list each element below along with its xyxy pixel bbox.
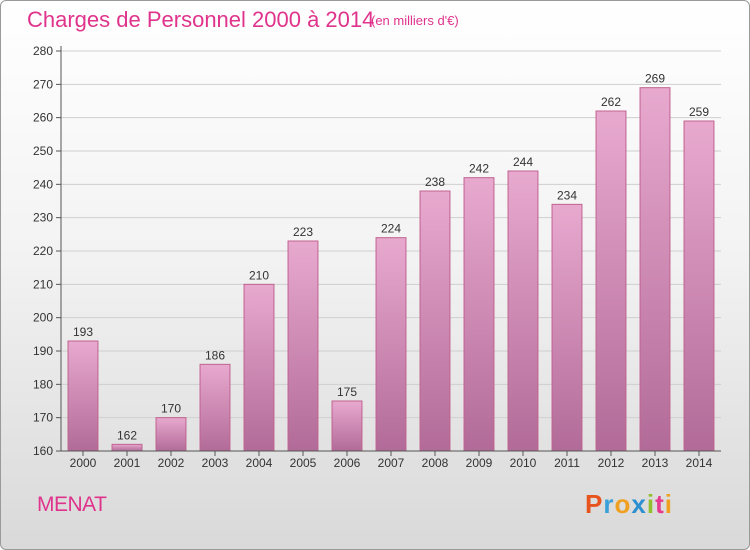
axes: 160 170 180 190 200 210 220 230 240 250 260 270 280 bbox=[33, 44, 721, 458]
x-tick-label: 2013 bbox=[642, 456, 669, 470]
bar-2002 bbox=[155, 417, 187, 452]
commune-name: MENAT bbox=[37, 493, 107, 516]
x-tick-label: 2011 bbox=[554, 456, 580, 470]
x-tick-label: 2004 bbox=[246, 456, 273, 470]
bar-2004 bbox=[243, 283, 275, 452]
x-tick-label: 2003 bbox=[202, 456, 229, 470]
bar-2008 bbox=[419, 190, 451, 452]
value-label: 162 bbox=[117, 428, 137, 442]
x-tick-label: 2005 bbox=[290, 456, 317, 470]
value-label: 269 bbox=[645, 72, 665, 86]
value-label: 238 bbox=[425, 175, 445, 189]
y-tick-label: 220 bbox=[33, 244, 53, 258]
y-tick-label: 250 bbox=[33, 144, 53, 158]
value-label: 244 bbox=[513, 155, 533, 169]
x-tick-label: 2012 bbox=[598, 456, 625, 470]
y-tick-label: 210 bbox=[33, 277, 53, 291]
logo-letter: o bbox=[614, 489, 632, 519]
y-tick-label: 200 bbox=[33, 311, 53, 325]
bars bbox=[67, 87, 715, 452]
y-tick-label: 280 bbox=[33, 44, 53, 58]
bar-2000 bbox=[67, 340, 99, 452]
logo-letter: t bbox=[655, 489, 665, 519]
logo-letter: i bbox=[664, 489, 673, 519]
bar-2010 bbox=[507, 170, 539, 452]
y-tick-label: 160 bbox=[33, 444, 53, 458]
logo-letter: i bbox=[646, 489, 656, 519]
bar-2006 bbox=[331, 400, 363, 452]
value-label: 193 bbox=[73, 325, 93, 339]
logo-letter: r bbox=[603, 489, 615, 519]
y-tick-label: 240 bbox=[33, 177, 53, 191]
value-label: 259 bbox=[689, 105, 709, 119]
bar-2011 bbox=[551, 203, 583, 452]
proxiti-logo[interactable]: Proxiti bbox=[585, 489, 673, 520]
value-label: 224 bbox=[381, 222, 401, 236]
bar-2014 bbox=[683, 120, 715, 452]
value-label: 175 bbox=[337, 385, 357, 399]
x-tick-label: 2007 bbox=[378, 456, 405, 470]
y-tick-label: 230 bbox=[33, 211, 53, 225]
x-tick-label: 2000 bbox=[70, 456, 97, 470]
bar-2007 bbox=[375, 237, 407, 452]
x-tick-label: 2001 bbox=[114, 456, 141, 470]
bar-2003 bbox=[199, 363, 231, 452]
value-label: 223 bbox=[293, 225, 313, 239]
x-tick-label: 2002 bbox=[158, 456, 185, 470]
logo-letter: x bbox=[631, 489, 647, 519]
x-tick-label: 2010 bbox=[510, 456, 537, 470]
value-labels: 193 2000 162 2001 170 2002 186 2003 210 2004 223 20… bbox=[70, 72, 713, 470]
chart-subtitle: (en milliers d'€) bbox=[371, 13, 459, 28]
value-label: 242 bbox=[469, 162, 489, 176]
bar-2005 bbox=[287, 240, 319, 452]
y-tick-label: 260 bbox=[33, 111, 53, 125]
chart-title: Charges de Personnel 2000 à 2014 bbox=[27, 7, 375, 32]
y-tick-label: 190 bbox=[33, 344, 53, 358]
value-label: 262 bbox=[601, 95, 621, 109]
y-tick-label: 270 bbox=[33, 77, 53, 91]
value-label: 170 bbox=[161, 402, 181, 416]
bar-2009 bbox=[463, 177, 495, 452]
bar-2012 bbox=[595, 110, 627, 452]
x-tick-label: 2008 bbox=[422, 456, 449, 470]
y-tick-label: 170 bbox=[33, 411, 53, 425]
bar-2013 bbox=[639, 87, 671, 452]
logo-letter: P bbox=[585, 489, 604, 519]
x-tick-label: 2009 bbox=[466, 456, 493, 470]
value-label: 234 bbox=[557, 188, 577, 202]
x-tick-label: 2006 bbox=[334, 456, 361, 470]
y-tick-label: 180 bbox=[33, 377, 53, 391]
value-label: 210 bbox=[249, 268, 269, 282]
x-tick-label: 2014 bbox=[686, 456, 713, 470]
bar-2001 bbox=[111, 443, 143, 452]
value-label: 186 bbox=[205, 348, 225, 362]
